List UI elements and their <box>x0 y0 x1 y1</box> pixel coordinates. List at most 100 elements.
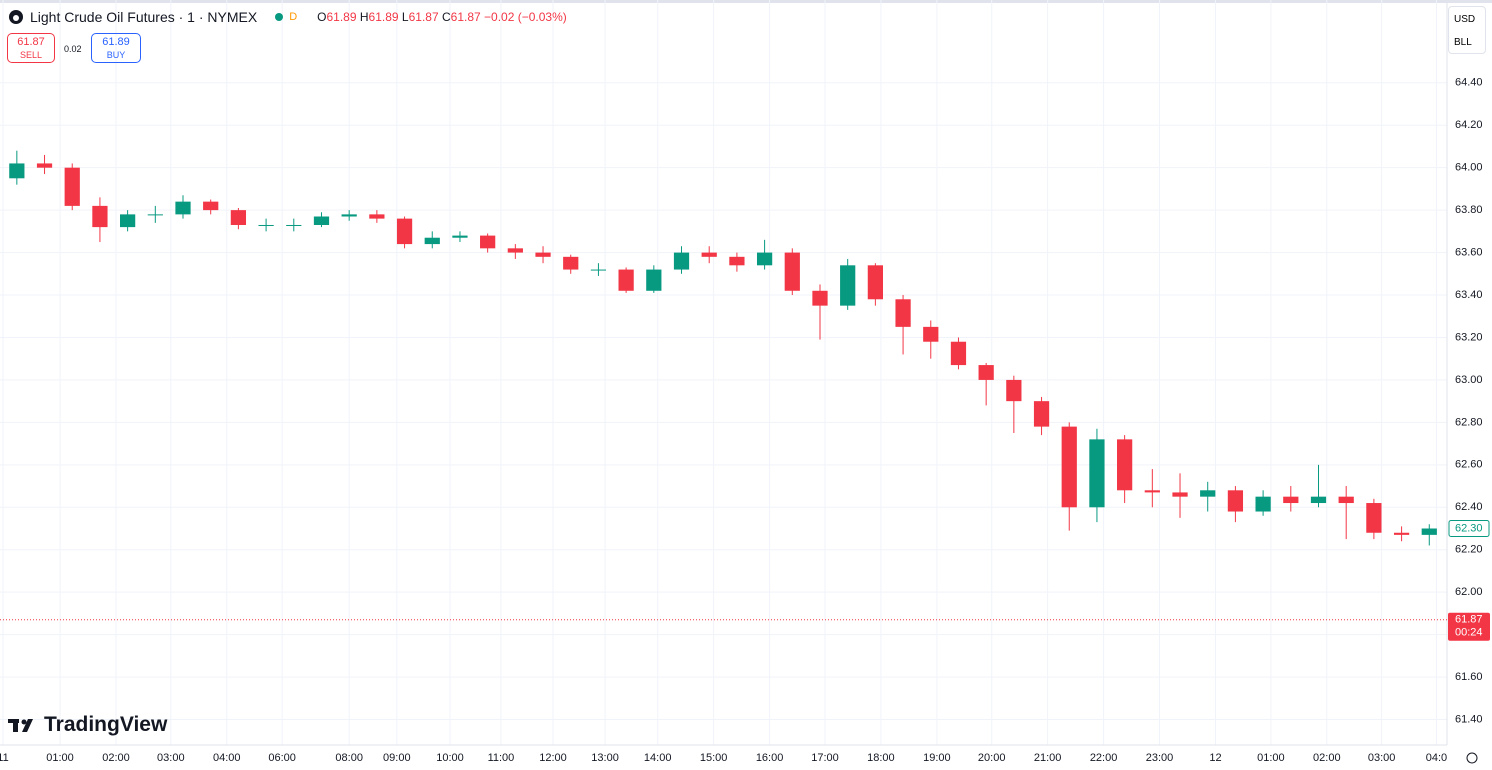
brand: TradingView <box>8 713 167 737</box>
candle-body <box>480 235 496 249</box>
y-tick-label: 63.40 <box>1455 289 1483 301</box>
candle-body <box>1006 379 1022 402</box>
candle-body <box>673 252 690 270</box>
unit[interactable]: BLL <box>1454 37 1472 48</box>
candle-body <box>840 265 856 306</box>
candle-body <box>1061 426 1077 508</box>
price-marker-label: 62.30 <box>1455 522 1483 534</box>
candle-body <box>646 269 662 291</box>
y-tick-label: 63.20 <box>1455 331 1483 343</box>
y-tick-label: 63.60 <box>1455 246 1483 258</box>
h-label: H <box>359 10 369 24</box>
x-tick-label: 04:0 <box>1426 752 1447 764</box>
c-value: 61.87 <box>450 10 481 24</box>
candle-body <box>784 252 800 291</box>
buy-label: BUY <box>106 50 126 60</box>
last-price-label: 61.87 <box>1455 614 1483 626</box>
candle-body <box>203 201 219 211</box>
candle-body <box>1200 490 1216 497</box>
candle-body <box>978 365 994 380</box>
candle-body <box>64 167 80 206</box>
grid <box>0 0 1447 745</box>
unit-panel: USD BLL <box>1448 6 1486 54</box>
candle-body <box>701 252 717 257</box>
y-tick-label: 62.60 <box>1455 459 1483 471</box>
candle-body <box>1366 503 1382 533</box>
x-tick-label: 11:00 <box>488 752 515 764</box>
y-tick-label: 64.40 <box>1455 77 1483 89</box>
top-border <box>0 0 1492 3</box>
candle-body <box>535 252 551 257</box>
x-tick-label: 01:00 <box>46 752 74 764</box>
x-tick-label: 13:00 <box>591 752 619 764</box>
price-marker-box <box>1448 520 1490 538</box>
candle-body <box>563 256 579 270</box>
change-pct: (−0.03%) <box>517 10 567 24</box>
candle-body <box>1283 496 1299 504</box>
candle-body <box>1338 496 1354 504</box>
candle-body <box>1144 490 1160 493</box>
candle-body <box>92 205 108 228</box>
brand-logo <box>8 719 33 732</box>
candle-body <box>923 326 939 342</box>
x-tick-label: 15:00 <box>700 752 728 764</box>
candle-body <box>313 216 330 225</box>
candle-body <box>1255 496 1271 512</box>
sell-price: 61.87 <box>17 36 45 48</box>
candle-body <box>1393 532 1410 535</box>
candle-body <box>950 341 967 366</box>
symbol-title[interactable]: Light Crude Oil Futures · 1 · NYMEX <box>30 9 258 25</box>
x-tick-label: 09:00 <box>383 752 411 764</box>
sell-button[interactable]: 61.87 SELL <box>7 33 55 63</box>
y-tick-label: 63.80 <box>1455 204 1483 216</box>
candle-body <box>1227 490 1244 512</box>
x-tick-label: 03:00 <box>157 752 185 764</box>
candle-body <box>1172 492 1188 497</box>
currency[interactable]: USD <box>1454 14 1476 25</box>
brand-name: TradingView <box>44 713 168 736</box>
l-label: L <box>401 10 409 24</box>
x-tick-label: 01:00 <box>1257 752 1285 764</box>
candle-body <box>1089 439 1105 508</box>
sell-label: SELL <box>19 50 43 60</box>
x-tick-label: 10:00 <box>436 752 464 764</box>
x-tick-label: 20:00 <box>978 752 1006 764</box>
candle-body <box>618 269 634 291</box>
x-tick-label: 18:00 <box>867 752 895 764</box>
x-tick-label: 23:00 <box>1146 752 1174 764</box>
l-value: 61.87 <box>408 10 439 24</box>
ohlc: O61.89 H61.89 L61.87 C61.87 −0.02 (−0.03… <box>317 10 567 24</box>
x-tick-label: 19:00 <box>923 752 951 764</box>
candle-body <box>258 224 274 226</box>
buy-button[interactable]: 61.89 BUY <box>91 33 141 63</box>
candle-body <box>286 224 302 226</box>
h-value: 61.89 <box>368 10 399 24</box>
candle-body <box>424 237 440 245</box>
x-tick-label: 11 <box>0 752 9 764</box>
candle-body <box>120 214 136 228</box>
y-tick-label: 62.80 <box>1455 416 1483 428</box>
candle-body <box>590 269 607 271</box>
settings-icon[interactable] <box>1466 752 1478 764</box>
candle-body <box>1033 401 1050 427</box>
x-tick-label: 02:00 <box>102 752 130 764</box>
y-tick-label: 63.00 <box>1455 374 1483 386</box>
x-tick-label: 17:00 <box>811 752 839 764</box>
last-price-tag <box>1448 612 1490 641</box>
candle-body <box>9 163 25 179</box>
y-tick-label: 62.00 <box>1455 586 1483 598</box>
x-tick-label: 12 <box>1209 752 1221 764</box>
x-tick-label: 12:00 <box>539 752 567 764</box>
buy-price: 61.89 <box>102 36 130 48</box>
x-tick-label: 14:00 <box>644 752 672 764</box>
x-tick-label: 08:00 <box>335 752 363 764</box>
candle-body <box>1117 439 1133 491</box>
symbol-header: Light Crude Oil Futures · 1 · NYMEX D O6… <box>8 9 567 25</box>
y-tick-label: 62.20 <box>1455 544 1483 556</box>
candle-body <box>36 163 53 168</box>
y-tick-label: 61.40 <box>1455 713 1483 725</box>
symbol-icon <box>9 10 23 24</box>
o-value: 61.89 <box>326 10 357 24</box>
countdown: 00:24 <box>1455 627 1483 639</box>
